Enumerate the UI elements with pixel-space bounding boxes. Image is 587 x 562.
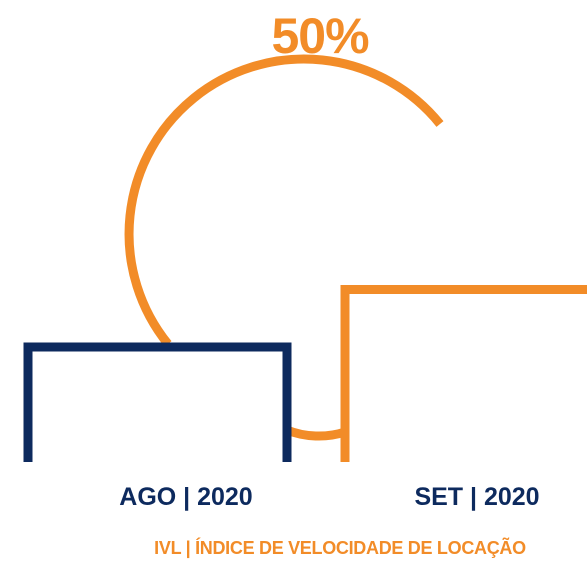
bar-ago-2020 bbox=[23, 342, 292, 462]
growth-arc-tail bbox=[285, 425, 347, 441]
category-label-ago-2020: AGO | 2020 bbox=[119, 483, 253, 511]
chart-caption: IVL | ÍNDICE DE VELOCIDADE DE LOCAÇÃO bbox=[154, 538, 526, 558]
chart-marks bbox=[23, 54, 587, 462]
bar-set-2020 bbox=[340, 285, 587, 462]
growth-arc bbox=[124, 54, 444, 347]
category-label-set-2020: SET | 2020 bbox=[414, 483, 540, 511]
growth-percent-label: 50% bbox=[271, 8, 369, 64]
